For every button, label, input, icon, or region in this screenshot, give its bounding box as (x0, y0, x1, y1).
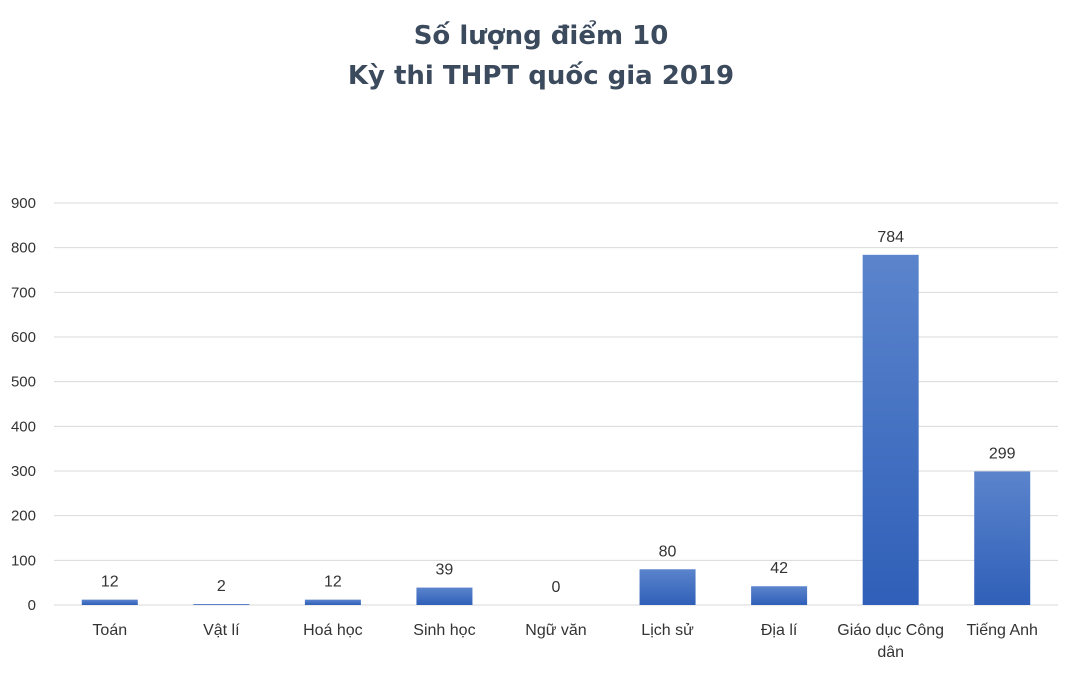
bars (81, 254, 1031, 605)
y-tick-label: 800 (11, 240, 36, 257)
data-labels: 12 2 12 39 0 80 42 784 299 (101, 229, 1016, 596)
x-category-label: dân (877, 644, 904, 661)
y-tick-label: 0 (28, 597, 36, 614)
data-label: 12 (101, 574, 119, 591)
bar (974, 471, 1031, 605)
chart-title-line-1: Số lượng điểm 10 (413, 21, 669, 51)
bar (304, 599, 361, 605)
y-tick-label: 300 (11, 463, 36, 480)
bar (81, 599, 138, 605)
x-category-label: Hoá học (303, 622, 363, 639)
chart-title: Số lượng điểm 10 Kỳ thi THPT quốc gia 20… (0, 16, 1082, 96)
data-label: 42 (770, 560, 788, 577)
y-tick-label: 100 (11, 552, 36, 569)
x-category-label: Địa lí (761, 622, 798, 639)
bar (416, 587, 473, 605)
data-label: 39 (436, 562, 454, 579)
bar (862, 254, 919, 605)
bar (193, 604, 250, 605)
x-category-label: Lịch sử (641, 622, 694, 639)
chart-title-line-2: Kỳ thi THPT quốc gia 2019 (347, 61, 735, 91)
data-label: 12 (324, 574, 342, 591)
y-tick-label: 500 (11, 374, 36, 391)
y-tick-label: 900 (11, 195, 36, 212)
bar (639, 569, 696, 605)
y-tick-label: 400 (11, 418, 36, 435)
x-category-label: Sinh học (413, 622, 475, 639)
data-label: 0 (552, 579, 561, 596)
x-category-label: Vật lí (203, 622, 240, 639)
y-tick-label: 200 (11, 508, 36, 525)
x-axis-categories: Toán Vật lí Hoá học Sinh học Ngữ văn Lịch sử Đ… (92, 622, 1038, 661)
y-axis-ticks: 0 100 200 300 400 500 600 700 800 900 (11, 195, 36, 614)
x-category-label: Toán (92, 622, 127, 639)
y-tick-label: 700 (11, 284, 36, 301)
x-category-label: Tiếng Anh (966, 622, 1037, 639)
data-label: 784 (877, 229, 904, 246)
bar (751, 586, 808, 605)
x-category-label: Ngữ văn (525, 622, 586, 639)
data-label: 299 (989, 445, 1016, 462)
data-label: 2 (217, 578, 226, 595)
x-category-label: Giáo dục Công (837, 622, 944, 639)
data-label: 80 (659, 543, 677, 560)
y-tick-label: 600 (11, 329, 36, 346)
